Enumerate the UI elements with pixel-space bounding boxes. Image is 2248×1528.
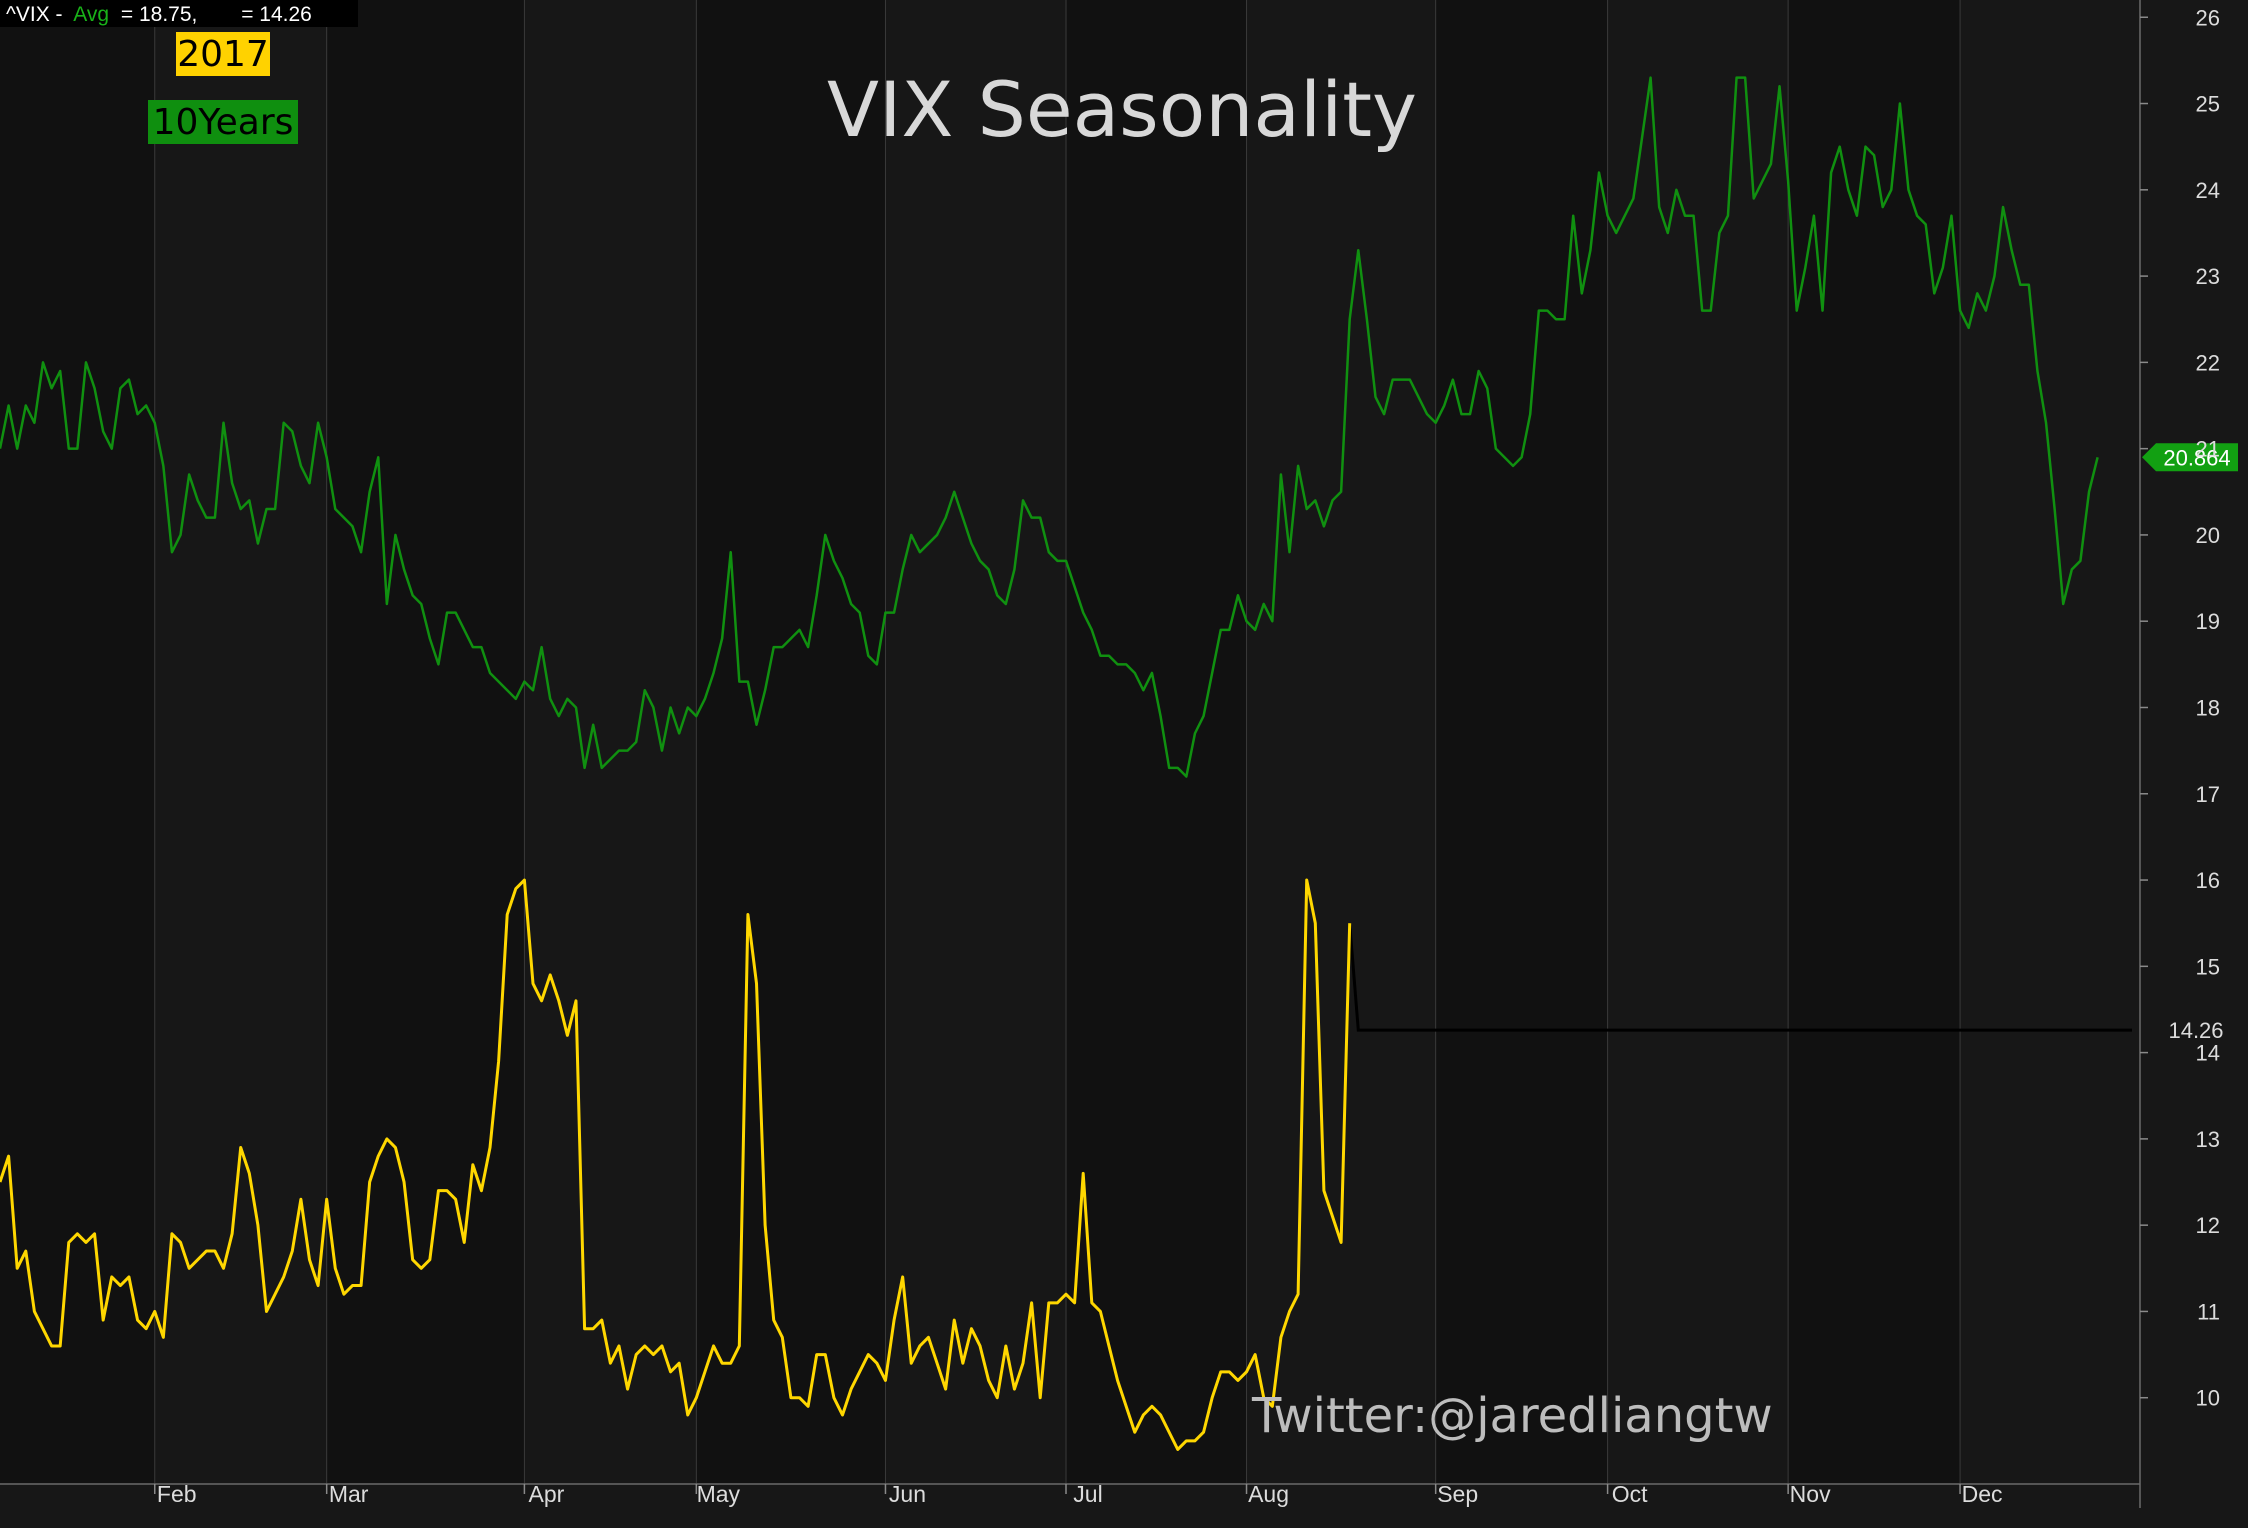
- chart-title: VIX Seasonality: [827, 65, 1417, 154]
- y-tick-label: 12: [2196, 1213, 2220, 1238]
- x-tick-label: Nov: [1790, 1481, 1831, 1507]
- month-band: [1066, 0, 1247, 1484]
- y-tick-label: 17: [2196, 782, 2220, 807]
- month-band: [1435, 0, 1608, 1484]
- y-tick-label: 13: [2196, 1127, 2220, 1152]
- y-tick-label: 22: [2196, 350, 2220, 375]
- legend-10years-swatch: [148, 100, 298, 144]
- watermark-text: Twitter:@jaredliangtw: [1251, 1388, 1773, 1444]
- y-axis-ticks: 10 11 12 13 14 15 16 17 18 19 20 21 22 23 24 25 26: [2140, 5, 2220, 1411]
- y-tick-label: 23: [2196, 264, 2220, 289]
- header-avg-label: Avg: [73, 3, 109, 26]
- y-tick-label: 20: [2196, 523, 2220, 548]
- x-tick-label: Apr: [529, 1481, 565, 1507]
- series-10years-line: [0, 76, 2099, 778]
- header-readout: ^VIX - Avg = 18.75, = 14.26: [6, 3, 312, 26]
- y-tick-label: 14: [2196, 1041, 2220, 1066]
- x-tick-label: Mar: [329, 1481, 369, 1507]
- y-tick-label: 19: [2196, 609, 2220, 634]
- x-tick-label: Sep: [1437, 1481, 1478, 1507]
- legend-2017-label: 2017: [177, 34, 269, 75]
- legend-2017-swatch: [176, 32, 270, 76]
- x-axis-ticks: Feb Mar Apr May Jun Jul Aug Sep Oct Nov Dec: [153, 1481, 2003, 1507]
- header-avg-value: = 18.75,: [121, 3, 197, 26]
- y-tick-label: 16: [2196, 868, 2220, 893]
- header-symbol: ^VIX -: [6, 3, 63, 26]
- series-layer: 14.26 20.864: [0, 76, 2238, 1451]
- legend-10years-label: 10Years: [153, 102, 294, 143]
- x-tick-label: Feb: [157, 1481, 197, 1507]
- projection-line: [1348, 923, 2132, 1032]
- header-readout-box: [0, 0, 358, 27]
- y-tick-label: 24: [2196, 178, 2220, 203]
- last-value-tag: [2142, 443, 2238, 472]
- x-tick-label: Dec: [1962, 1481, 2003, 1507]
- month-band: [696, 0, 886, 1484]
- month-band: [0, 0, 155, 1484]
- y-tick-label: 10: [2196, 1386, 2220, 1411]
- y-tick-label: 21: [2196, 437, 2220, 462]
- x-tick-label: Aug: [1248, 1481, 1289, 1507]
- y-tick-label: 15: [2196, 954, 2220, 979]
- grid-lines: [154, 0, 1961, 1484]
- x-tick-label: Oct: [1612, 1481, 1648, 1507]
- month-bands: [0, 0, 1960, 1484]
- y-tick-label: 11: [2197, 1299, 2220, 1324]
- x-tick-label: May: [697, 1481, 741, 1507]
- y-tick-label: 18: [2196, 695, 2220, 720]
- flat-line-value-label: 14.26: [2168, 1018, 2223, 1043]
- series-2017-line: [0, 878, 1352, 1451]
- header-last-value: = 14.26: [241, 3, 312, 26]
- month-band: [326, 0, 525, 1484]
- y-tick-label: 26: [2196, 5, 2220, 30]
- y-tick-label: 25: [2196, 92, 2220, 117]
- x-tick-label: Jun: [889, 1481, 926, 1507]
- last-value-label: 20.864: [2163, 445, 2230, 470]
- x-tick-label: Jul: [1073, 1481, 1102, 1507]
